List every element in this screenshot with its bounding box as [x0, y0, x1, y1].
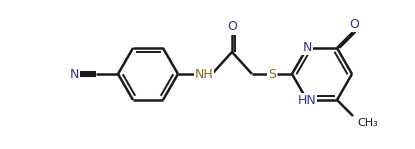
Text: N: N — [302, 41, 312, 53]
Text: NH: NH — [195, 67, 213, 80]
Text: S: S — [268, 67, 276, 80]
Text: CH₃: CH₃ — [357, 118, 378, 128]
Text: O: O — [227, 21, 237, 34]
Text: HN: HN — [298, 94, 316, 107]
Text: N: N — [69, 67, 79, 80]
Text: O: O — [349, 18, 359, 31]
